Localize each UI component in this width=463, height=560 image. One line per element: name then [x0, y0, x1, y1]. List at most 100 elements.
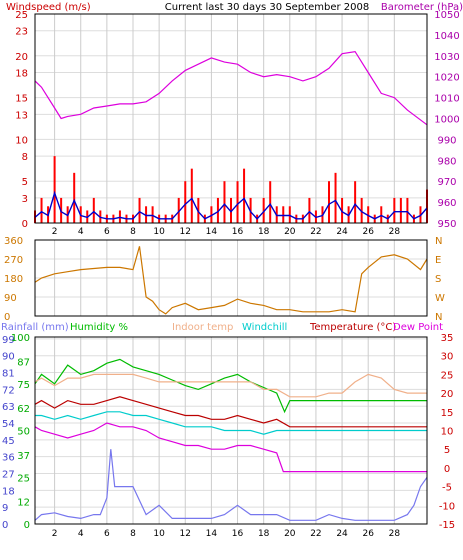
humidity-x-tick-label: 20 [284, 529, 296, 539]
humidity-x-tick-label: 6 [104, 529, 110, 539]
humidity-y-tick-label: 37 [17, 451, 30, 462]
temperature-y-tick-label: 10 [441, 427, 454, 438]
rainfall-y-tick-label: 81 [2, 369, 15, 380]
humidity-x-tick-label: 18 [258, 529, 270, 539]
temperature-y-tick-label: 15 [441, 408, 454, 419]
direction-y-tick-label: 270 [4, 255, 23, 266]
rainfall-y-tick-label: 99 [2, 335, 15, 346]
wind-x-tick-label: 20 [284, 227, 296, 237]
rainfall-y-tick-label: 9 [2, 503, 8, 514]
barometer-y-tick-label: 990 [437, 135, 456, 146]
wind-x-tick-label: 10 [153, 227, 165, 237]
temperature-y-tick-label: 30 [441, 352, 454, 363]
windspeed-y-tick-label: 0 [22, 219, 28, 230]
humidity-y-tick-label: 62 [17, 404, 30, 415]
humidity-x-tick-label: 14 [206, 529, 218, 539]
humidity-temperature-panel: 2 4 6 8 10 12 14 16 18 20 22 24 26 280918273645546372… [2, 333, 455, 539]
barometer-y-tick-label: 960 [437, 198, 456, 209]
humidity-y-tick-label: 25 [17, 473, 30, 484]
barometer-y-tick-label: 1000 [434, 115, 459, 126]
rainfall-y-tick-label: 36 [2, 453, 15, 464]
wind-x-tick-label: 18 [258, 227, 270, 237]
wind-x-tick-label: 28 [389, 227, 401, 237]
legend-rainfall: Rainfall (mm) [1, 322, 69, 333]
humidity-y-tick-label: 50 [17, 427, 30, 438]
wind-direction-line [34, 246, 428, 315]
barometer-axis-label: Barometer (hPa) [381, 2, 463, 13]
windspeed-y-tick-label: 25 [15, 10, 28, 21]
windspeed-y-tick-label: 23 [15, 27, 28, 38]
temperature-y-tick-label: 35 [441, 333, 454, 344]
humidity-x-tick-label: 28 [389, 529, 401, 539]
temperature-y-tick-label: -5 [442, 483, 452, 494]
windspeed-y-tick-label: 5 [22, 177, 28, 188]
direction-y-tick-label: 0 [4, 312, 10, 323]
barometer-y-tick-label: 970 [437, 177, 456, 188]
barometer-y-tick-label: 1050 [434, 10, 459, 21]
legend-temperature: Temperature (°C) [309, 322, 396, 333]
wind-x-tick-label: 24 [336, 227, 348, 237]
humidity-x-tick-label: 4 [78, 529, 84, 539]
rainfall-y-tick-label: 27 [2, 470, 15, 481]
barometer-y-tick-label: 950 [437, 219, 456, 230]
chart-title: Current last 30 days 30 September 2008 [165, 2, 369, 13]
direction-y-tick-label: 360 [4, 236, 23, 247]
compass-tick-label: N [435, 236, 442, 247]
humidity-x-tick-label: 2 [52, 529, 58, 539]
humidity-x-tick-label: 24 [336, 529, 348, 539]
compass-tick-label: N [435, 312, 442, 323]
barometer-y-tick-label: 980 [437, 156, 456, 167]
temperature-y-tick-label: 20 [441, 389, 454, 400]
wind-x-tick-label: 26 [362, 227, 374, 237]
humidity-panel-frame [34, 336, 428, 525]
wind-panel-frame [34, 13, 428, 224]
legend-windchill: Windchill [242, 322, 287, 333]
legend-humidity: Humidity % [70, 322, 128, 333]
humidity-y-tick-label: 12 [17, 498, 30, 509]
barometer-line [34, 50, 428, 126]
wind-x-tick-label: 22 [310, 227, 321, 237]
windspeed-y-tick-label: 8 [22, 152, 28, 163]
temperature-y-tick-label: 25 [441, 370, 454, 381]
rainfall-y-tick-label: 0 [2, 520, 8, 531]
temperature-line [34, 396, 427, 428]
rainfall-y-tick-label: 63 [2, 402, 15, 413]
temperature-y-tick-label: -15 [439, 520, 455, 531]
dewpoint-line [34, 422, 427, 473]
windspeed-y-tick-label: 18 [15, 69, 28, 80]
wind-average-line [34, 190, 428, 220]
barometer-y-tick-label: 1020 [434, 73, 459, 84]
humidity-y-tick-label: 0 [24, 520, 30, 531]
legend-dewpoint: Dew Point [393, 322, 443, 333]
humidity-x-tick-label: 26 [362, 529, 374, 539]
wind-x-tick-label: 8 [130, 227, 136, 237]
windspeed-y-tick-label: 3 [22, 194, 28, 205]
rainfall-line [34, 449, 428, 521]
windspeed-y-tick-label: 13 [15, 110, 28, 121]
windspeed-axis-label: Windspeed (m/s) [6, 2, 91, 13]
wind-x-tick-label: 12 [180, 227, 191, 237]
temperature-y-tick-label: 0 [444, 464, 450, 475]
barometer-y-tick-label: 1030 [434, 52, 459, 63]
humidity-line [34, 358, 427, 414]
wind-x-tick-label: 4 [78, 227, 84, 237]
rainfall-y-tick-label: 18 [2, 486, 15, 497]
humidity-x-tick-label: 12 [180, 529, 191, 539]
humidity-y-tick-label: 100 [11, 333, 30, 344]
compass-tick-label: W [435, 293, 445, 304]
windchill-line [35, 411, 427, 435]
compass-tick-label: S [435, 274, 441, 285]
humidity-y-tick-label: 75 [17, 380, 30, 391]
windspeed-y-tick-label: 15 [15, 94, 28, 105]
humidity-y-tick-label: 87 [17, 357, 30, 368]
rainfall-y-tick-label: 45 [2, 436, 15, 447]
wind-barometer-panel: 2 4 6 8 10 12 14 16 18 20 22 24 26 280358101315182023… [15, 10, 459, 237]
direction-panel-frame [34, 239, 428, 317]
humidity-x-tick-label: 16 [232, 529, 244, 539]
barometer-y-tick-label: 1040 [434, 31, 459, 42]
direction-y-tick-label: 90 [4, 293, 17, 304]
windspeed-y-tick-label: 20 [15, 52, 28, 63]
